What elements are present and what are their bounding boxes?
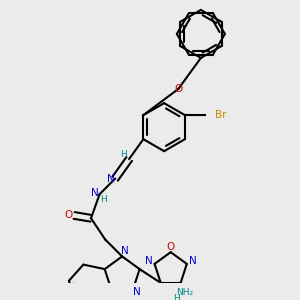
Text: N: N	[121, 246, 129, 256]
Text: N: N	[145, 256, 153, 266]
Text: O: O	[167, 242, 175, 251]
Text: N: N	[107, 174, 115, 184]
Text: N: N	[133, 287, 141, 298]
Text: H: H	[100, 195, 107, 204]
Text: O: O	[64, 211, 73, 220]
Text: N: N	[189, 256, 196, 266]
Text: Br: Br	[214, 110, 226, 120]
Text: NH₂: NH₂	[176, 288, 194, 297]
Text: O: O	[174, 84, 182, 94]
Text: H: H	[173, 294, 180, 300]
Text: N: N	[92, 188, 99, 198]
Text: H: H	[120, 150, 127, 159]
